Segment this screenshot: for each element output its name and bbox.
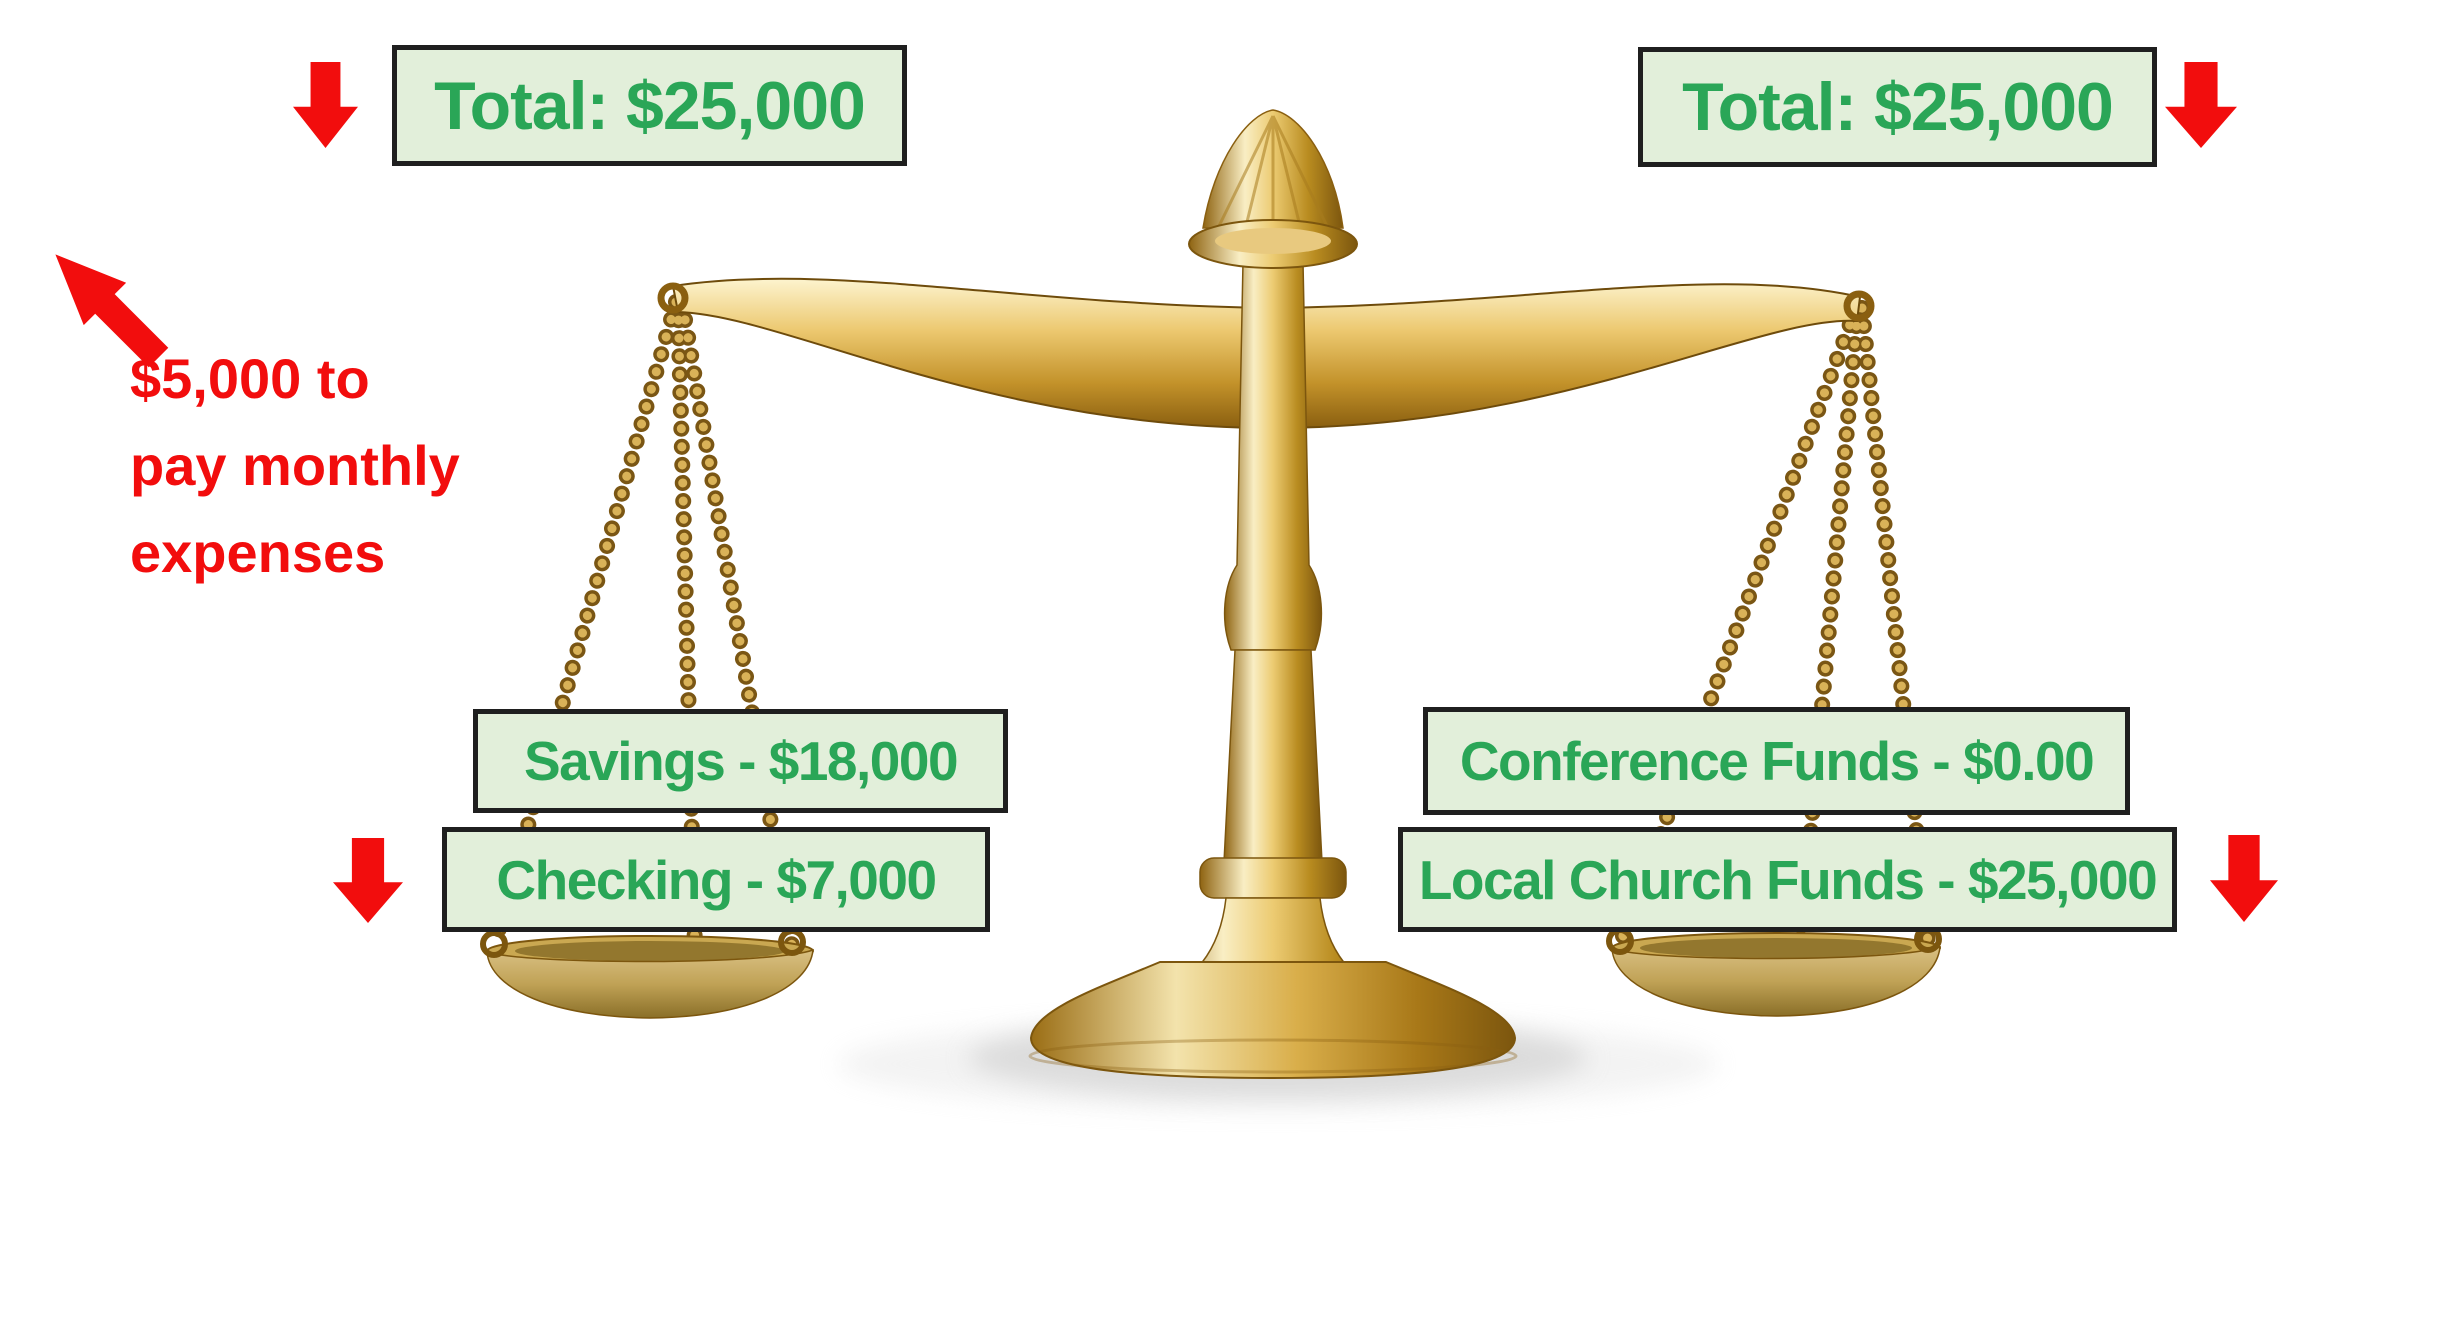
expenses-note-line: $5,000 to <box>130 347 370 410</box>
right-total-label: Total: $25,000 <box>1638 47 2157 167</box>
expenses-note: $5,000 to pay monthly expenses <box>130 336 460 596</box>
conference-funds-label: Conference Funds - $0.00 <box>1423 707 2130 815</box>
left-total-label: Total: $25,000 <box>392 45 907 166</box>
savings-label: Savings - $18,000 <box>473 709 1008 813</box>
expenses-note-line: expenses <box>130 520 386 584</box>
left-pan <box>480 928 814 1019</box>
left-beam-tip-ring <box>657 282 689 314</box>
expenses-note-line: pay monthly <box>130 433 460 497</box>
right-beam-tip-ring <box>1843 290 1875 322</box>
scale-base <box>1028 961 1518 1080</box>
right-pan <box>1606 925 1942 1017</box>
checking-label: Checking - $7,000 <box>442 827 990 932</box>
local-church-funds-label: Local Church Funds - $25,000 <box>1398 827 2177 932</box>
scale-finial <box>1188 109 1358 269</box>
